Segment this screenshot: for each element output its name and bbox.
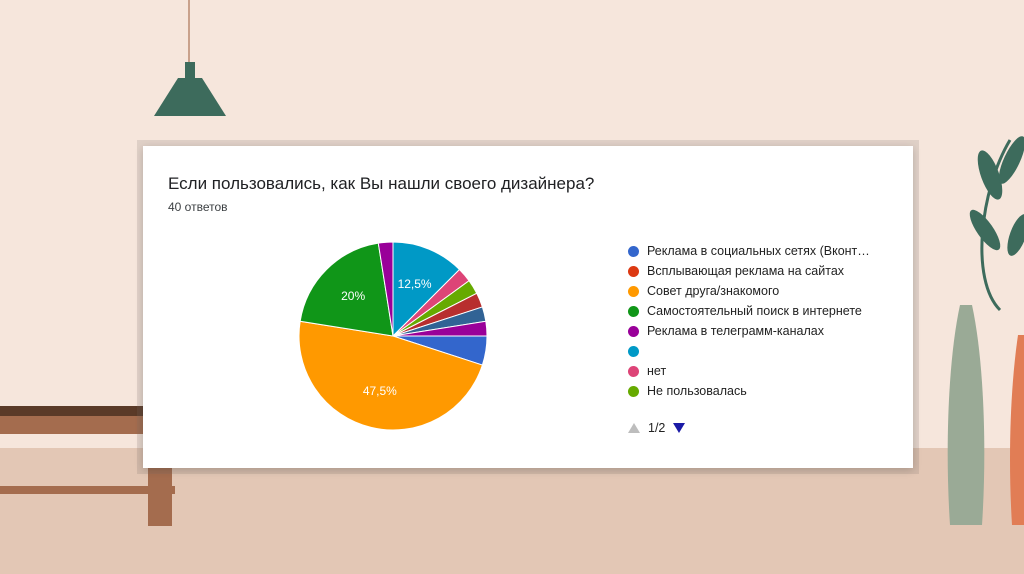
pie-slice[interactable]: [299, 242, 394, 337]
legend-item[interactable]: [628, 343, 647, 359]
pie-slice[interactable]: [392, 241, 461, 338]
legend-label: Совет друга/знакомого: [647, 284, 780, 298]
lamp-cord: [188, 0, 190, 64]
chart-title: Если пользовались, как Вы нашли своего д…: [168, 174, 595, 193]
legend-pager: 1/2: [628, 421, 686, 435]
pie-data-label: 12,5%: [398, 277, 432, 291]
bench-leg: [148, 466, 172, 526]
pie-slice[interactable]: [298, 320, 484, 431]
legend-label: Не пользовалась: [647, 384, 747, 398]
legend-prev-icon[interactable]: [628, 423, 640, 433]
legend-swatch: [628, 265, 639, 277]
legend-page-number: 1/2: [648, 421, 666, 435]
pie-chart: 12,5% 47,5% 20%: [298, 241, 488, 431]
legend-item[interactable]: Самостоятельный поиск в интернете: [628, 303, 862, 319]
legend-swatch: [628, 365, 639, 377]
pie-slice[interactable]: [377, 241, 394, 337]
pie-data-label: 20%: [341, 289, 365, 303]
legend-swatch: [628, 325, 639, 337]
bench: [0, 486, 175, 494]
legend-swatch: [628, 285, 639, 297]
legend-swatch: [628, 245, 639, 257]
legend-label: Реклама в телеграмм-каналах: [647, 324, 824, 338]
legend-item[interactable]: Реклама в телеграмм-каналах: [628, 323, 824, 339]
legend-swatch: [628, 305, 639, 317]
legend-swatch: [628, 345, 639, 357]
legend-swatch: [628, 385, 639, 397]
legend-item[interactable]: Всплывающая реклама на сайтах: [628, 263, 844, 279]
legend-label: нет: [647, 364, 667, 378]
plant-vase-icon: [947, 136, 1024, 525]
pendant-lamp-icon: [154, 62, 226, 116]
legend-label: Всплывающая реклама на сайтах: [647, 264, 845, 278]
pie-data-label: 47,5%: [363, 384, 397, 398]
legend-label: Реклама в социальных сетях (Вконт…: [647, 244, 870, 258]
shelf-board: [0, 416, 160, 434]
legend-item[interactable]: нет: [628, 363, 666, 379]
legend-item[interactable]: Совет друга/знакомого: [628, 283, 779, 299]
shelf: [0, 406, 160, 416]
responses-count: 40 ответов: [168, 200, 228, 214]
legend-item[interactable]: Не пользовалась: [628, 383, 747, 399]
legend-label: Самостоятельный поиск в интернете: [647, 304, 862, 318]
chart-card: Если пользовались, как Вы нашли своего д…: [143, 146, 913, 468]
legend-next-icon[interactable]: [673, 423, 686, 433]
legend-item[interactable]: Реклама в социальных сетях (Вконт…: [628, 243, 870, 259]
